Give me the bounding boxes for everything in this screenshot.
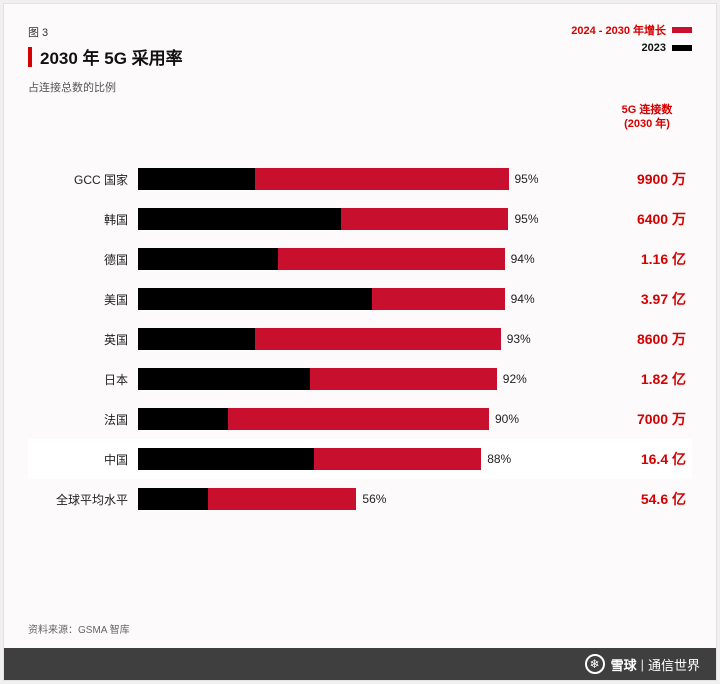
- bar-segment-2023: [138, 208, 341, 230]
- bar-percent-label: 94%: [505, 288, 535, 310]
- bar-segment-growth: [372, 288, 505, 310]
- row-label: 英国: [28, 331, 138, 348]
- legend-growth: 2024 - 2030 年增长: [571, 22, 692, 38]
- row-connections-value: 54.6 亿: [528, 489, 692, 509]
- row-label: 全球平均水平: [28, 491, 138, 508]
- bar-segment-growth: [314, 448, 482, 470]
- row-connections-value: 16.4 亿: [528, 449, 692, 469]
- footer-brand: 雪球: [611, 655, 637, 674]
- bar-percent-label: 92%: [497, 368, 527, 390]
- bar-row: 韩国95%6400 万: [28, 199, 692, 239]
- bar-segment-2023: [138, 448, 314, 470]
- watermark-footer: ❄ 雪球 | 通信世界: [4, 648, 716, 680]
- row-connections-value: 6400 万: [528, 209, 692, 229]
- bar-row: 中国 88% 16.4 亿: [28, 439, 692, 479]
- bar-segment-growth: [341, 208, 509, 230]
- bar-segment-growth: [278, 248, 504, 270]
- bar-segment-2023: [138, 368, 310, 390]
- legend-base-label: 2023: [642, 42, 666, 54]
- bar-segment-growth: [310, 368, 497, 390]
- row-connections-value: 9900 万: [528, 169, 692, 189]
- row-label: GCC 国家: [28, 171, 138, 188]
- row-label: 德国: [28, 251, 138, 268]
- bar-percent-label: 94%: [505, 248, 535, 270]
- bar-track: 92%: [138, 368, 528, 390]
- bar-row: 德国94%1.16 亿: [28, 239, 692, 279]
- bar-segment-growth: [255, 168, 509, 190]
- bar-segment-growth: [255, 328, 501, 350]
- bar-track: 94%: [138, 248, 528, 270]
- row-label: 中国: [28, 451, 138, 468]
- row-connections-value: 1.16 亿: [528, 249, 692, 269]
- connections-header-line1: 5G 连接数: [622, 104, 673, 116]
- bar-rows: GCC 国家95%9900 万韩国95%6400 万德国94%1.16 亿美国9…: [28, 159, 692, 519]
- bar-row: 全球平均水平 56% 54.6 亿: [28, 479, 692, 519]
- bar-row: GCC 国家95%9900 万: [28, 159, 692, 199]
- bar-track: 90%: [138, 408, 528, 430]
- row-connections-value: 7000 万: [528, 409, 692, 429]
- chart-area: 5G 连接数 (2030 年) GCC 国家95%9900 万韩国95%6400…: [4, 103, 716, 519]
- connections-header-line2: (2030 年): [624, 118, 670, 130]
- source-text: 资料来源：GSMA 智库: [28, 621, 130, 636]
- bar-percent-label: 93%: [501, 328, 531, 350]
- row-label: 日本: [28, 371, 138, 388]
- bar-percent-label: 88%: [481, 448, 511, 470]
- footer-author: 通信世界: [648, 655, 700, 674]
- bar-track: 56%: [138, 488, 528, 510]
- bar-row: 美国94%3.97 亿: [28, 279, 692, 319]
- chart-title: 2030 年 5G 采用率: [40, 44, 183, 69]
- title-accent-bar: [28, 47, 32, 67]
- bar-track: 95%: [138, 168, 528, 190]
- chart-subtitle: 占连接总数的比例: [28, 79, 692, 95]
- bar-segment-growth: [228, 408, 489, 430]
- bar-track: 94%: [138, 288, 528, 310]
- figure-card: 图 3 2030 年 5G 采用率 占连接总数的比例 2024 - 2030 年…: [4, 4, 716, 680]
- bar-segment-2023: [138, 408, 228, 430]
- bar-segment-2023: [138, 328, 255, 350]
- bar-percent-label: 95%: [509, 208, 539, 230]
- bar-row: 日本 92%1.82 亿: [28, 359, 692, 399]
- row-connections-value: 8600 万: [528, 329, 692, 349]
- legend-base-swatch: [672, 45, 692, 51]
- bar-track: 95%: [138, 208, 528, 230]
- bar-track: 88%: [138, 448, 528, 470]
- bar-percent-label: 90%: [489, 408, 519, 430]
- footer-separator: |: [641, 657, 644, 672]
- bar-segment-2023: [138, 168, 255, 190]
- bar-percent-label: 56%: [356, 488, 386, 510]
- bar-row: 英国 93%8600 万: [28, 319, 692, 359]
- legend-growth-swatch: [672, 27, 692, 33]
- connections-column-header: 5G 连接数 (2030 年): [602, 103, 692, 132]
- bar-row: 法国 90% 7000 万: [28, 399, 692, 439]
- legend-base: 2023: [571, 42, 692, 54]
- row-label: 韩国: [28, 211, 138, 228]
- row-connections-value: 1.82 亿: [528, 369, 692, 389]
- bar-segment-2023: [138, 288, 372, 310]
- bar-track: 93%: [138, 328, 528, 350]
- legend: 2024 - 2030 年增长 2023: [571, 22, 692, 58]
- legend-growth-label: 2024 - 2030 年增长: [571, 22, 666, 38]
- bar-percent-label: 95%: [509, 168, 539, 190]
- row-label: 美国: [28, 291, 138, 308]
- xueqiu-logo-icon: ❄: [585, 654, 605, 674]
- bar-segment-2023: [138, 248, 278, 270]
- header: 图 3 2030 年 5G 采用率 占连接总数的比例 2024 - 2030 年…: [4, 4, 716, 103]
- bar-segment-2023: [138, 488, 208, 510]
- bar-segment-growth: [208, 488, 356, 510]
- row-connections-value: 3.97 亿: [528, 289, 692, 309]
- row-label: 法国: [28, 411, 138, 428]
